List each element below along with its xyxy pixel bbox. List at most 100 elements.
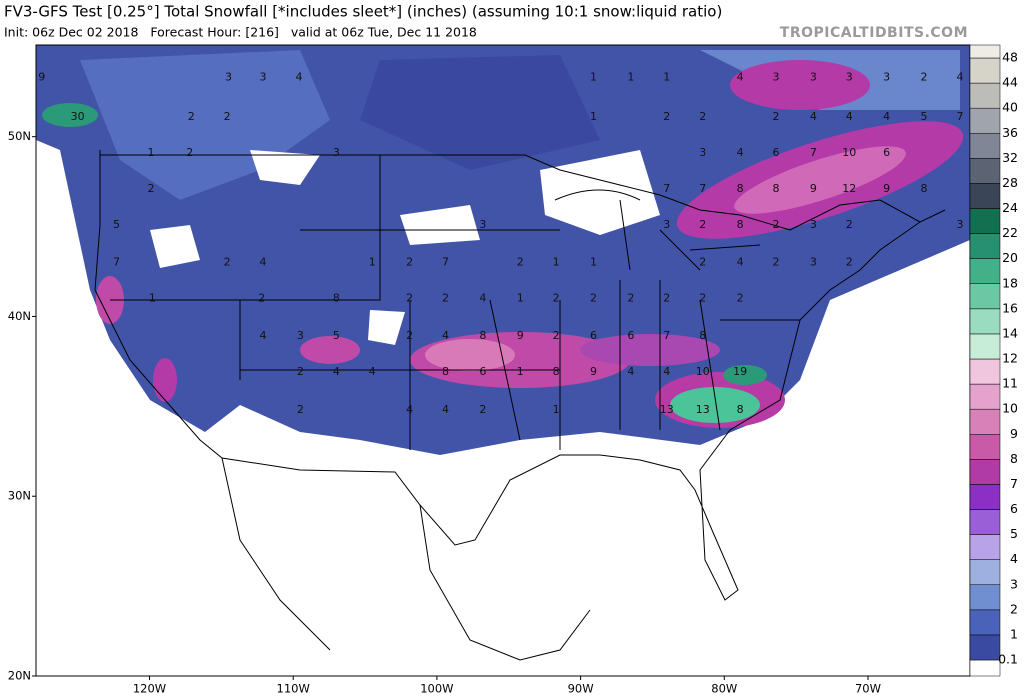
snow-label: 9 (517, 329, 524, 342)
colorbar-label: 9 (1010, 426, 1018, 441)
colorbar-swatch (969, 459, 1001, 485)
colorbar-swatch (969, 383, 1001, 410)
colorbar-label: 2 (1010, 601, 1018, 616)
snow-label: 4 (442, 403, 449, 416)
snow-label: 3 (810, 70, 817, 83)
colorbar-label: 18 (1002, 275, 1018, 290)
snow-label: 8 (553, 365, 560, 378)
snow-label: 7 (663, 329, 670, 342)
snow-label: 3 (479, 218, 486, 231)
colorbar-label: 10 (1002, 401, 1018, 416)
subtitle: Init: 06z Dec 02 2018 Forecast Hour: [21… (4, 25, 477, 40)
snow-label: 30 (71, 110, 85, 123)
snow-label: 1 (517, 365, 524, 378)
colorbar-label: 48 (1002, 50, 1018, 65)
colorbar-label: 28 (1002, 175, 1018, 190)
snow-label: 4 (956, 70, 963, 83)
snow-label: 10 (842, 146, 856, 159)
snow-label: 7 (442, 256, 449, 269)
title: FV3-GFS Test [0.25°] Total Snowfall [*in… (4, 3, 722, 21)
snow-label: 7 (956, 110, 963, 123)
colorbar-label: 20 (1002, 250, 1018, 265)
snow-label: 6 (883, 146, 890, 159)
snow-label: 4 (369, 365, 376, 378)
snow-label: 7 (810, 146, 817, 159)
colorbar-label: 7 (1010, 476, 1018, 491)
lat-tick-label: 20N (8, 669, 31, 683)
snow-label: 1 (517, 291, 524, 304)
snow-label: 4 (737, 70, 744, 83)
snow-label: 8 (699, 329, 706, 342)
lon-tick-label: 120W (133, 682, 166, 696)
snow-label: 3 (956, 218, 963, 231)
colorbar-label: 32 (1002, 150, 1018, 165)
snow-label: 4 (333, 365, 340, 378)
colorbar-swatch (969, 559, 1001, 586)
colorbar-swatch (969, 509, 1001, 535)
colorbar-swatch (969, 534, 1001, 560)
snow-label: 3 (297, 329, 304, 342)
lon-tick-label: 100W (420, 682, 453, 696)
colorbar-swatch (969, 133, 1001, 159)
snow-label: 3 (663, 218, 670, 231)
snow-label: 2 (406, 291, 413, 304)
snow-label: 2 (627, 291, 634, 304)
snow-label: 2 (846, 256, 853, 269)
site: TROPICALTIDBITS.COM (780, 25, 968, 41)
colorbar-swatch (969, 609, 1001, 636)
colorbar: 0.11234567891011121416182022242832364044… (969, 44, 1018, 677)
snow-label: 7 (699, 182, 706, 195)
lon-tick-label: 90W (568, 682, 594, 696)
snow-label: 9 (38, 70, 45, 83)
colorbar-swatch (969, 183, 1001, 209)
snow-label: 13 (660, 403, 674, 416)
lon-tick-label: 110W (277, 682, 310, 696)
snow-label: 2 (663, 291, 670, 304)
snow-label: 3 (260, 70, 267, 83)
colorbar-swatch (969, 107, 1001, 134)
colorbar-swatch (969, 208, 1001, 234)
colorbar-label: 8 (1010, 451, 1018, 466)
snow-label: 2 (406, 256, 413, 269)
snow-label: 2 (186, 146, 193, 159)
snow-label: 2 (147, 182, 154, 195)
snow-label: 2 (590, 291, 597, 304)
snow-label: 5 (113, 218, 120, 231)
snow-label: 3 (699, 146, 706, 159)
snow-label: 2 (773, 110, 780, 123)
snow-label: 12 (842, 182, 856, 195)
colorbar-swatch (969, 358, 1001, 385)
snow-label: 4 (627, 365, 634, 378)
colorbar-swatch (969, 634, 1001, 661)
snow-label: 7 (113, 256, 120, 269)
snow-label: 9 (590, 365, 597, 378)
snow-label: 5 (333, 329, 340, 342)
colorbar-label: 1 (1010, 626, 1018, 641)
snow-label: 2 (297, 403, 304, 416)
colorbar-label: 44 (1002, 75, 1018, 90)
snow-label: 2 (699, 110, 706, 123)
snow-label: 2 (699, 256, 706, 269)
snow-label: 4 (295, 70, 302, 83)
snow-label: 4 (846, 110, 853, 123)
snow-label: 6 (627, 329, 634, 342)
snow-label: 1 (147, 146, 154, 159)
lat-tick-label: 50N (8, 129, 31, 143)
colorbar-swatch (969, 584, 1001, 611)
snow-label: 3 (883, 70, 890, 83)
snow-label: 7 (663, 182, 670, 195)
snow-label: 2 (773, 256, 780, 269)
snow-label: 8 (921, 182, 928, 195)
snow-label: 4 (260, 256, 267, 269)
snow-label: 4 (810, 110, 817, 123)
snow-label: 3 (333, 146, 340, 159)
lon-tick-label: 80W (711, 682, 737, 696)
snow-label: 4 (260, 329, 267, 342)
colorbar-swatch (969, 258, 1001, 284)
snow-label: 8 (442, 365, 449, 378)
snow-label: 2 (699, 218, 706, 231)
snow-label: 4 (442, 329, 449, 342)
snow-label: 1 (149, 291, 156, 304)
snow-label: 2 (699, 291, 706, 304)
